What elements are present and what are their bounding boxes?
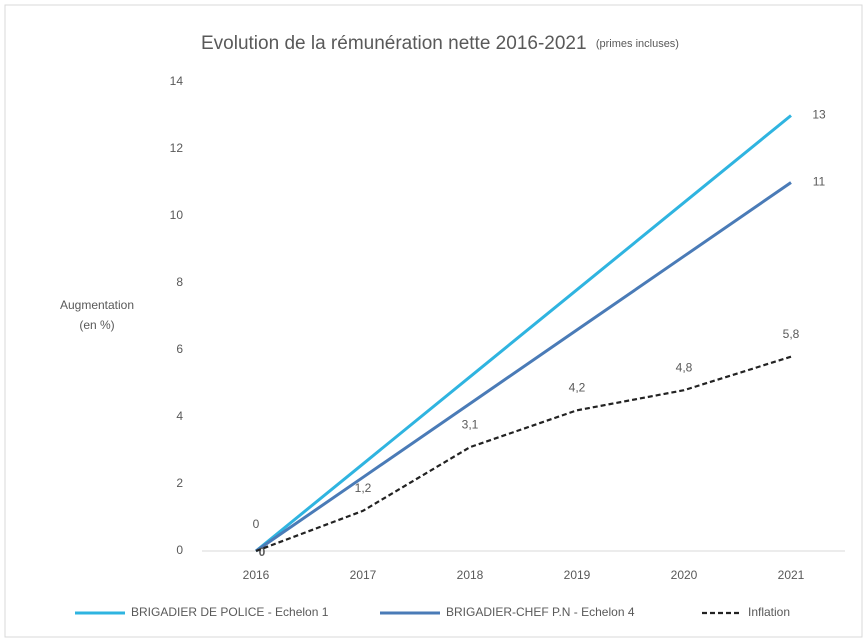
- data-label: 4,2: [569, 380, 586, 394]
- legend-label: BRIGADIER DE POLICE - Echelon 1: [131, 605, 329, 619]
- series-line: [255, 181, 792, 553]
- y-tick-label: 4: [176, 409, 183, 423]
- y-tick-label: 8: [176, 275, 183, 289]
- y-tick-label: 12: [170, 141, 184, 155]
- chart-title-group: Evolution de la rémunération nette 2016-…: [201, 33, 679, 54]
- y-axis-label: Augmentation: [60, 298, 134, 312]
- data-label: 4,8: [676, 360, 693, 374]
- data-label: 11: [813, 175, 826, 189]
- data-label: 5,8: [783, 327, 800, 341]
- data-label: 13: [812, 108, 826, 122]
- x-tick-label: 2021: [778, 568, 805, 582]
- chart-frame: [4, 4, 863, 638]
- data-label: 3,1: [462, 417, 479, 431]
- x-tick-label: 2018: [457, 568, 484, 582]
- data-label: 0: [253, 517, 260, 531]
- chart-title: Evolution de la rémunération nette 2016-…: [201, 33, 587, 54]
- legend-label: BRIGADIER-CHEF P.N - Echelon 4: [446, 605, 635, 619]
- data-label: 1,2: [355, 481, 372, 495]
- x-tick-label: 2020: [671, 568, 698, 582]
- x-tick-label: 2019: [564, 568, 591, 582]
- y-tick-label: 10: [170, 208, 184, 222]
- chart-subtitle: (primes incluses): [596, 38, 679, 50]
- y-tick-label: 14: [170, 74, 184, 88]
- x-tick-label: 2017: [350, 568, 377, 582]
- series-line: [255, 114, 792, 553]
- x-tick-label: 2016: [243, 568, 270, 582]
- legend-label: Inflation: [748, 605, 790, 619]
- y-tick-label: 6: [176, 342, 183, 356]
- data-label: 0: [259, 545, 266, 559]
- y-tick-label: 2: [176, 476, 183, 490]
- y-axis-label: (en %): [79, 318, 114, 332]
- y-tick-label: 0: [176, 543, 183, 557]
